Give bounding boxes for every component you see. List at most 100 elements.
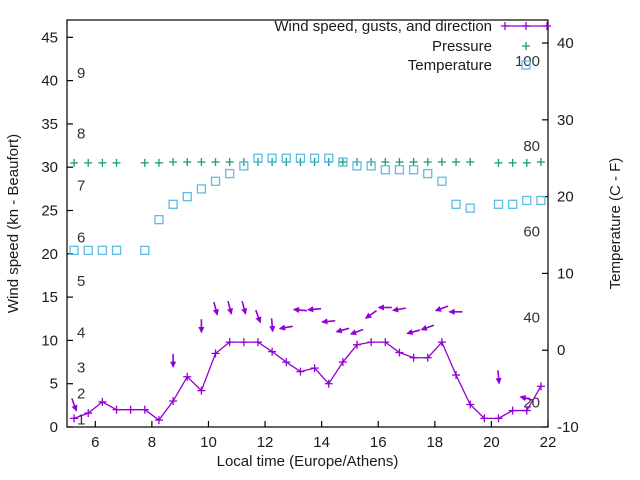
temperature-point [352,161,362,171]
y2-axis-tick-label: 10 [557,265,574,282]
x-axis-tick-label: 12 [257,434,274,451]
legend-sample-temperature [521,60,531,70]
temperature-point [140,245,150,256]
wind-direction-arrow [349,329,357,336]
temperature-point [111,245,122,256]
wind-direction-arrow [278,324,286,331]
temperature-point [451,199,461,209]
wind-direction-arrow [170,361,177,368]
temperature-point [536,195,546,206]
wind-direction-arrow [434,305,442,312]
x-axis-tick-label: 14 [313,434,330,451]
wind-direction-arrow [335,327,343,334]
y-axis-tick-label: 40 [41,73,58,90]
y-axis-title: Wind speed (kn - Beaufort) [5,134,22,313]
temperature-point [281,153,291,163]
x-axis-tick-label: 20 [483,434,500,451]
temperature-point [295,153,306,163]
beaufort-inline-label: 1 [77,411,85,428]
fahrenheit-inline-label: 60 [523,223,540,240]
temperature-point [239,161,249,171]
beaufort-inline-label: 2 [77,385,85,402]
y2-axis-title: Temperature (C - F) [607,158,624,290]
temperature-point [210,176,221,186]
y-axis-tick-label: 0 [50,419,58,436]
temperature-point [69,245,79,256]
y-axis-tick-label: 20 [41,246,58,263]
y-axis-tick-label: 25 [41,203,58,220]
temperature-point [423,168,433,179]
temperature-point [522,195,532,206]
temperature-point [507,199,518,209]
temperature-point [168,199,178,209]
fahrenheit-inline-label: 40 [523,309,540,326]
plot-frame [66,19,549,428]
temperature-point [366,161,376,171]
y2-axis-tick-label: 30 [557,112,574,129]
temperature-point [83,245,93,256]
wind-direction-arrow [377,304,384,311]
y-axis-tick-label: 45 [41,29,58,46]
temperature-point [267,153,277,163]
wind-direction-arrow [227,307,233,315]
temperature-point [253,153,263,163]
x-axis-tick-label: 16 [370,434,387,451]
wind-direction-arrow [448,308,455,315]
y2-axis-tick-label: 0 [557,342,565,359]
x-axis-tick-label: 18 [426,434,443,451]
temperature-point [437,176,447,186]
wind-direction-arrow [420,324,428,331]
y2-axis-tick-label: 20 [557,189,574,206]
y-axis-tick-label: 35 [41,116,58,133]
wind-direction-arrow [255,316,262,324]
beaufort-inline-label: 5 [77,273,85,290]
x-axis-tick-label: 8 [148,434,156,451]
legend-label-1: Wind speed, gusts, and direction [274,18,492,35]
wind-direction-arrow [306,306,314,313]
wind-direction-arrow [364,312,372,319]
y2-axis-tick-label: 40 [557,35,574,52]
x-axis-title: Local time (Europe/Athens) [217,453,399,470]
wind-direction-arrow [519,395,527,402]
x-axis-tick-label: 22 [540,434,557,451]
wind-direction-arrow [321,318,328,325]
temperature-point [196,184,207,194]
wind-direction-arrow [198,327,205,334]
x-axis-tick-label: 6 [91,434,99,451]
beaufort-inline-label: 7 [77,178,85,195]
temperature-point [408,165,419,175]
wind-direction-arrow [391,306,399,313]
temperature-point [394,165,405,175]
temperature-point [309,153,320,163]
beaufort-inline-label: 3 [77,359,85,376]
wind-direction-arrow [71,404,78,412]
temperature-point [493,199,504,209]
wind-direction-arrow [495,377,502,385]
temperature-point [97,245,108,256]
temperature-point [465,203,475,213]
fahrenheit-inline-label: 80 [523,138,540,155]
temperature-point [380,165,390,175]
legend-label-3: Temperature [408,57,492,74]
wind-direction-arrow [406,329,414,336]
y-axis-tick-label: 10 [41,332,58,349]
temperature-point [324,153,334,163]
y-axis-tick-label: 15 [41,289,58,306]
x-axis-tick-label: 10 [200,434,217,451]
legend-label-2: Pressure [432,38,492,55]
y-axis-tick-label: 5 [50,376,58,393]
wind-speed-line [73,340,542,421]
temperature-point [338,157,348,167]
wind-direction-arrow [212,308,219,316]
temperature-point [154,215,164,225]
wind-direction-arrow [269,325,276,333]
temperature-point [225,168,235,179]
beaufort-inline-label: 8 [77,126,85,143]
temperature-point [182,191,192,202]
wind-direction-arrow [241,307,248,315]
beaufort-inline-label: 9 [77,65,85,82]
beaufort-inline-label: 4 [77,325,85,342]
wind-direction-arrow [292,306,300,314]
